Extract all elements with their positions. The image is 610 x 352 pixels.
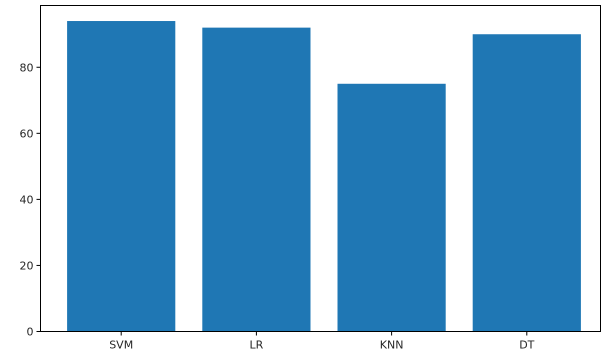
bar-svm	[67, 21, 176, 332]
y-tick-label-80: 80	[20, 61, 34, 74]
y-tick-label-0: 0	[27, 326, 34, 339]
bar-dt	[472, 34, 581, 332]
x-tick-label-dt: DT	[519, 339, 534, 352]
x-tick-label-lr: LR	[250, 339, 264, 352]
bar-lr	[202, 27, 311, 332]
plot-frame	[40, 5, 601, 332]
bar-knn	[337, 83, 446, 332]
bars-group	[67, 21, 581, 332]
y-axis: 0 20 40 60 80	[20, 61, 41, 339]
x-axis: SVM LR KNN DT	[109, 331, 535, 352]
y-tick-label-60: 60	[20, 127, 34, 140]
y-tick-label-20: 20	[20, 259, 34, 272]
x-tick-label-svm: SVM	[109, 339, 133, 352]
y-tick-label-40: 40	[20, 193, 34, 206]
x-tick-label-knn: KNN	[380, 339, 404, 352]
